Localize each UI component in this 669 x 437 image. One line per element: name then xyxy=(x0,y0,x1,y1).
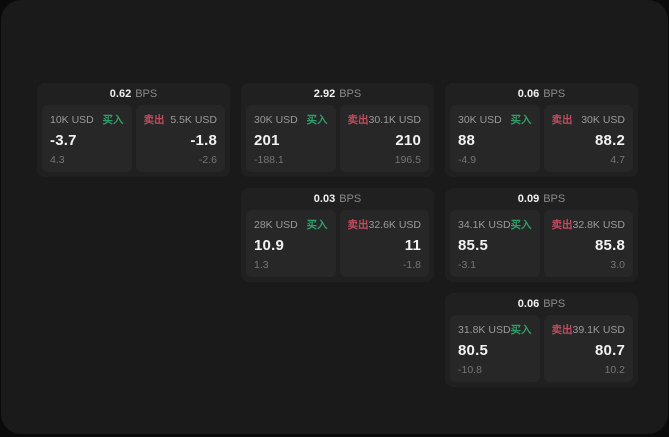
sell-price: 80.7 xyxy=(595,342,625,359)
sell-label: 卖出 xyxy=(347,114,369,126)
quote-card: 0.03 BPS 28K USD 买入 10.9 1.3 卖出 32.6K US… xyxy=(241,188,434,282)
buy-quote-panel[interactable]: 30K USD 买入 201 -188.1 xyxy=(246,105,336,172)
bps-value: 0.03 xyxy=(313,193,336,205)
buy-price: 201 xyxy=(254,132,280,149)
sell-quote-panel[interactable]: 卖出 30.1K USD 210 196.5 xyxy=(339,105,429,172)
buy-amount: 10K USD xyxy=(50,113,94,126)
buy-label: 买入 xyxy=(510,219,532,231)
sell-price: 88.2 xyxy=(595,132,625,149)
sell-sub-value: 3.0 xyxy=(610,259,625,271)
buy-price: -3.7 xyxy=(50,132,77,149)
bps-unit-label: BPS xyxy=(135,88,158,100)
bps-value: 2.92 xyxy=(313,88,336,100)
sell-price: 210 xyxy=(395,132,421,149)
sell-label: 卖出 xyxy=(551,324,573,336)
buy-sub-value: 1.3 xyxy=(254,259,269,271)
sell-amount: 30K USD xyxy=(581,113,625,126)
bps-unit-label: BPS xyxy=(543,193,566,205)
buy-amount: 31.8K USD xyxy=(458,323,511,336)
bps-unit-label: BPS xyxy=(543,298,566,310)
quote-card: 2.92 BPS 30K USD 买入 201 -188.1 卖出 30.1K … xyxy=(241,83,434,177)
sell-quote-panel[interactable]: 卖出 32.6K USD 11 -1.8 xyxy=(339,210,429,277)
buy-label: 买入 xyxy=(510,324,532,336)
buy-sub-value: -3.1 xyxy=(458,259,477,271)
buy-quote-panel[interactable]: 31.8K USD 买入 80.5 -10.8 xyxy=(450,315,540,382)
sell-sub-value: 196.5 xyxy=(394,154,421,166)
quote-card: 0.06 BPS 31.8K USD 买入 80.5 -10.8 卖出 39.1… xyxy=(445,293,638,387)
sell-sub-value: 4.7 xyxy=(610,154,625,166)
sell-quote-panel[interactable]: 卖出 30K USD 88.2 4.7 xyxy=(543,105,633,172)
sell-amount: 39.1K USD xyxy=(572,323,626,336)
bps-unit-label: BPS xyxy=(339,88,362,100)
buy-price: 10.9 xyxy=(254,237,284,254)
buy-quote-panel[interactable]: 34.1K USD 买入 85.5 -3.1 xyxy=(450,210,540,277)
bps-unit-label: BPS xyxy=(543,88,566,100)
card-header: 0.09 BPS xyxy=(450,188,633,210)
quote-card: 0.06 BPS 30K USD 买入 88 -4.9 卖出 30K USD xyxy=(445,83,638,177)
sell-price: 11 xyxy=(404,237,421,254)
buy-sub-value: 4.3 xyxy=(50,154,65,166)
sell-label: 卖出 xyxy=(347,219,369,231)
buy-label: 买入 xyxy=(510,114,532,126)
sell-sub-value: -2.6 xyxy=(198,154,217,166)
buy-sub-value: -10.8 xyxy=(458,364,482,376)
card-header: 0.03 BPS xyxy=(246,188,429,210)
sell-quote-panel[interactable]: 卖出 32.8K USD 85.8 3.0 xyxy=(543,210,633,277)
sell-sub-value: 10.2 xyxy=(604,364,625,376)
quote-card: 0.62 BPS 10K USD 买入 -3.7 4.3 卖出 5.5K USD xyxy=(37,83,230,177)
buy-label: 买入 xyxy=(306,114,328,126)
sell-sub-value: -1.8 xyxy=(402,259,421,271)
sell-amount: 32.6K USD xyxy=(368,218,422,231)
quote-card: 0.09 BPS 34.1K USD 买入 85.5 -3.1 卖出 32.8K… xyxy=(445,188,638,282)
buy-price: 88 xyxy=(458,132,476,149)
sell-label: 卖出 xyxy=(551,219,573,231)
buy-label: 买入 xyxy=(306,219,328,231)
card-header: 2.92 BPS xyxy=(246,83,429,105)
buy-amount: 28K USD xyxy=(254,218,298,231)
sell-price: 85.8 xyxy=(595,237,625,254)
sell-label: 卖出 xyxy=(143,114,165,126)
bps-value: 0.06 xyxy=(517,88,540,100)
bps-value: 0.09 xyxy=(517,193,540,205)
card-header: 0.62 BPS xyxy=(42,83,225,105)
quote-card-grid: 0.62 BPS 10K USD 买入 -3.7 4.3 卖出 5.5K USD xyxy=(37,83,638,387)
buy-sub-value: -4.9 xyxy=(458,154,477,166)
buy-amount: 34.1K USD xyxy=(458,218,511,231)
buy-price: 80.5 xyxy=(458,342,488,359)
sell-amount: 32.8K USD xyxy=(572,218,626,231)
buy-amount: 30K USD xyxy=(254,113,298,126)
card-header: 0.06 BPS xyxy=(450,83,633,105)
card-header: 0.06 BPS xyxy=(450,293,633,315)
sell-label: 卖出 xyxy=(551,114,573,126)
bps-unit-label: BPS xyxy=(339,193,362,205)
sell-amount: 5.5K USD xyxy=(170,113,217,126)
buy-label: 买入 xyxy=(102,114,124,126)
bps-value: 0.62 xyxy=(109,88,132,100)
sell-amount: 30.1K USD xyxy=(368,113,422,126)
buy-quote-panel[interactable]: 28K USD 买入 10.9 1.3 xyxy=(246,210,336,277)
sell-quote-panel[interactable]: 卖出 5.5K USD -1.8 -2.6 xyxy=(135,105,225,172)
buy-sub-value: -188.1 xyxy=(254,154,284,166)
buy-amount: 30K USD xyxy=(458,113,502,126)
bps-value: 0.06 xyxy=(517,298,540,310)
sell-price: -1.8 xyxy=(190,132,217,149)
sell-quote-panel[interactable]: 卖出 39.1K USD 80.7 10.2 xyxy=(543,315,633,382)
buy-quote-panel[interactable]: 30K USD 买入 88 -4.9 xyxy=(450,105,540,172)
buy-quote-panel[interactable]: 10K USD 买入 -3.7 4.3 xyxy=(42,105,132,172)
buy-price: 85.5 xyxy=(458,237,488,254)
